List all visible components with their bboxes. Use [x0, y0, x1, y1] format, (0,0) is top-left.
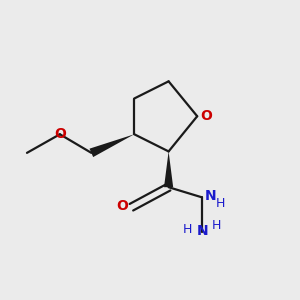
Text: O: O [200, 109, 212, 123]
Polygon shape [89, 134, 134, 157]
Text: H: H [212, 219, 221, 232]
Text: O: O [116, 200, 128, 213]
Text: H: H [183, 223, 193, 236]
Text: H: H [215, 197, 225, 210]
Text: N: N [204, 189, 216, 203]
Text: N: N [197, 224, 208, 238]
Polygon shape [164, 152, 173, 187]
Text: O: O [55, 127, 66, 141]
